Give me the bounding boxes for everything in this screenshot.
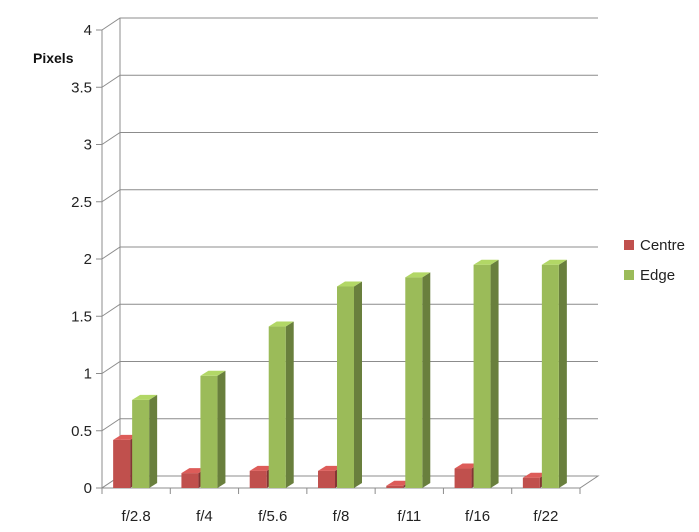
bar-front [181, 473, 199, 488]
bar-top [249, 465, 275, 471]
y-tick-label: 1 [84, 366, 92, 383]
legend-swatch-edge [624, 270, 634, 280]
x-tick-label: f/16 [465, 508, 490, 525]
bar-side [422, 272, 431, 488]
y-tick-label: 3.5 [71, 79, 92, 96]
bar-side [285, 321, 294, 488]
bar-edge-f8 [337, 281, 362, 488]
bar-edge-f56 [268, 321, 294, 488]
bar-front [268, 326, 286, 488]
y-tick-labels: 0 0.5 1 1.5 2 2.5 3 3.5 4 [71, 22, 92, 497]
x-tick-label: f/8 [333, 508, 350, 525]
bar-top [541, 259, 567, 265]
legend: Centre Edge [624, 237, 685, 284]
gridline [101, 132, 598, 145]
x-tick-labels: f/2.8 f/4 f/5.6 f/8 f/11 f/16 f/22 [122, 508, 559, 525]
bar-front [318, 470, 335, 488]
x-tick-label: f/11 [397, 508, 421, 525]
bar-top [181, 468, 207, 474]
x-tick-label: f/2.8 [122, 508, 151, 525]
bar-front [405, 277, 423, 488]
bar-edge-f4 [200, 370, 226, 488]
legend-label-edge: Edge [640, 267, 675, 284]
bar-edge-f22 [541, 259, 567, 488]
bar-side [217, 370, 226, 488]
bar-top [386, 480, 412, 486]
bars [113, 259, 567, 488]
bar-front [132, 399, 150, 488]
x-tick-label: f/4 [196, 508, 213, 525]
bar-top [522, 472, 548, 478]
bar-side [354, 281, 362, 488]
bar-front [249, 470, 267, 488]
bar-side [558, 259, 567, 488]
bar-top [473, 259, 499, 265]
bar-top [405, 272, 431, 278]
bar-front [113, 439, 131, 488]
y-tick-label: 2 [84, 251, 92, 268]
bar-edge-f11 [405, 272, 431, 488]
bar-front [522, 477, 540, 488]
y-tick-label: 4 [84, 22, 92, 39]
y-tick-label: 1.5 [71, 308, 92, 325]
bar-top [454, 463, 480, 469]
bar-side [149, 394, 158, 488]
gridline [101, 17, 598, 31]
y-tick-label: 0 [84, 480, 92, 497]
bar-top [200, 370, 226, 376]
bar-front [473, 264, 491, 488]
y-tick-label: 0.5 [71, 423, 92, 440]
bar-top [113, 434, 139, 440]
bar-front [541, 264, 559, 488]
bar-top [337, 281, 362, 287]
y-tick-label: 2.5 [71, 194, 92, 211]
y-tick-label: 3 [84, 137, 92, 154]
x-tick-label: f/22 [533, 508, 558, 525]
bar-front [454, 468, 472, 488]
gridline [101, 189, 598, 203]
bar-edge-f28 [132, 394, 158, 488]
gridline [101, 74, 598, 88]
bar-top [268, 321, 294, 327]
bar-top [318, 465, 343, 471]
bar-front [200, 375, 218, 488]
legend-label-centre: Centre [640, 237, 685, 254]
bar-side [490, 259, 499, 488]
legend-swatch-centre [624, 240, 634, 250]
bar-front [386, 485, 404, 488]
bar-front [337, 286, 354, 488]
bar-top [132, 394, 158, 400]
gridline [101, 246, 598, 260]
x-tick-label: f/5.6 [258, 508, 287, 525]
y-axis-title: Pixels [33, 50, 74, 66]
bar-edge-f16 [473, 259, 499, 488]
